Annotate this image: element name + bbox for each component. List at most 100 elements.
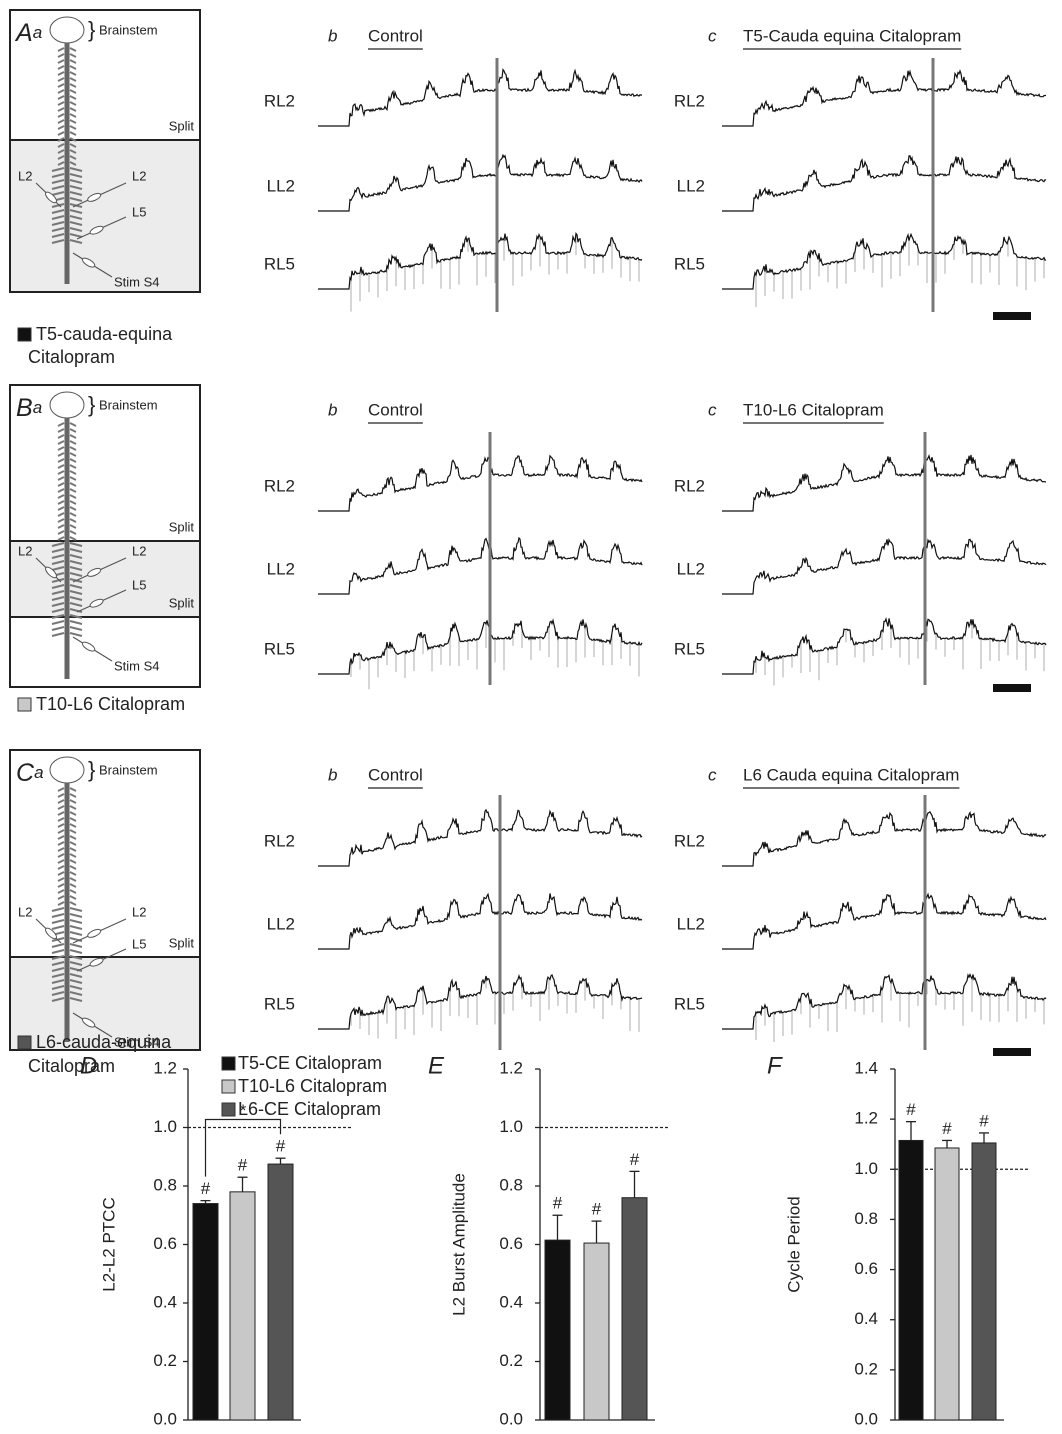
panel-letter: Aa — [14, 19, 42, 47]
root — [70, 72, 76, 75]
root — [58, 513, 64, 516]
root — [70, 872, 76, 875]
brainstem — [50, 757, 84, 783]
root — [58, 489, 64, 492]
root — [70, 824, 76, 827]
channel-label: LL2 — [677, 559, 705, 578]
root — [58, 806, 64, 809]
root — [70, 501, 76, 504]
significance-mark: # — [238, 1156, 248, 1175]
root — [70, 621, 82, 624]
root — [58, 54, 64, 57]
root — [58, 60, 64, 63]
trace-title: T10-L6 Citalopram — [743, 400, 884, 419]
channel-label: RL5 — [674, 254, 705, 273]
scale-bar — [993, 312, 1031, 320]
root — [58, 483, 64, 486]
root-label: L2 — [132, 543, 146, 558]
trace — [722, 71, 1046, 126]
root — [58, 878, 64, 881]
root — [58, 890, 64, 893]
y-axis-label: L2 Burst Amplitude — [449, 1173, 468, 1316]
root — [70, 519, 76, 522]
root — [58, 884, 64, 887]
root — [58, 902, 64, 905]
y-tick-label: 0.6 — [153, 1234, 177, 1253]
trace — [722, 156, 1046, 211]
y-tick-label: 0.6 — [854, 1259, 878, 1278]
caption: Citalopram — [28, 1056, 115, 1076]
root — [58, 435, 64, 438]
root — [58, 66, 64, 69]
root — [70, 902, 76, 905]
root-label: L2 — [132, 904, 146, 919]
trace-title: Control — [368, 765, 423, 784]
sub-letter: c — [708, 765, 717, 784]
root — [52, 926, 64, 929]
bar — [935, 1148, 959, 1420]
root — [70, 48, 76, 51]
panel-letter-main: B — [16, 394, 33, 422]
channel-label: RL5 — [264, 254, 295, 273]
channel-label: RL5 — [674, 639, 705, 658]
root — [70, 477, 76, 480]
root-label: L2 — [18, 543, 32, 558]
root — [52, 914, 64, 917]
electrode-tip — [87, 928, 102, 939]
root — [58, 501, 64, 504]
y-tick-label: 1.4 — [854, 1058, 878, 1077]
root — [58, 848, 64, 851]
root — [70, 108, 76, 111]
root — [70, 836, 76, 839]
root — [70, 114, 76, 117]
trace — [318, 70, 642, 126]
panel-letter-sub: a — [33, 23, 42, 42]
y-tick-label: 1.0 — [499, 1117, 523, 1136]
root — [70, 126, 76, 129]
root — [70, 854, 76, 857]
root — [58, 519, 64, 522]
scale-bar — [993, 1048, 1031, 1056]
trace-title: Control — [368, 26, 423, 45]
channel-label: LL2 — [677, 914, 705, 933]
root — [70, 423, 76, 426]
root — [70, 447, 76, 450]
split-label: Split — [169, 595, 195, 610]
stim-label: Stim S4 — [114, 274, 160, 289]
page: SplitAa}BrainstemL2L2L5Stim S4T5-cauda-e… — [0, 0, 1062, 1429]
root — [70, 884, 76, 887]
split-label: Split — [169, 519, 195, 534]
bar — [230, 1192, 255, 1420]
root — [70, 950, 82, 953]
root — [70, 525, 76, 528]
channel-label: RL2 — [264, 476, 295, 495]
trace — [318, 456, 642, 511]
caption: T5-cauda-equina — [36, 324, 173, 344]
significance-mark: # — [201, 1179, 211, 1198]
root — [70, 926, 82, 929]
significance-mark: # — [979, 1111, 989, 1130]
root — [58, 102, 64, 105]
chart-letter: E — [428, 1052, 445, 1079]
trace — [722, 539, 1046, 594]
bar — [622, 1198, 647, 1420]
root — [70, 54, 76, 57]
channel-label: LL2 — [677, 176, 705, 195]
y-tick-label: 0.2 — [854, 1359, 878, 1378]
root — [58, 794, 64, 797]
brainstem — [50, 392, 84, 418]
root — [58, 90, 64, 93]
y-tick-label: 0.2 — [499, 1351, 523, 1370]
channel-label: RL5 — [264, 994, 295, 1013]
significance-mark: # — [592, 1200, 602, 1219]
trace — [318, 893, 642, 949]
panel-row: SplitAa}BrainstemL2L2L5Stim S4T5-cauda-e… — [10, 10, 1046, 367]
trace — [318, 538, 642, 594]
trace — [722, 455, 1046, 511]
trace — [318, 810, 642, 866]
root — [58, 896, 64, 899]
sub-letter: b — [328, 400, 337, 419]
root — [58, 459, 64, 462]
trace — [318, 619, 642, 674]
root — [70, 812, 76, 815]
